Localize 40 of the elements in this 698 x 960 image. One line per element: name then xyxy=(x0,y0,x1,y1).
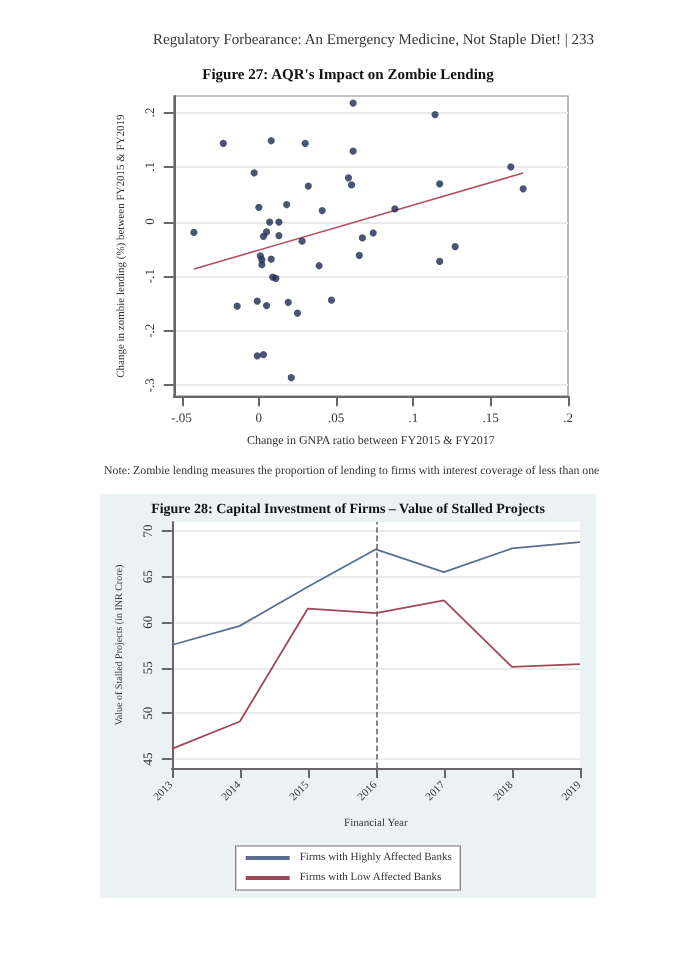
point xyxy=(287,374,295,382)
point xyxy=(190,228,198,237)
point xyxy=(355,251,363,259)
point xyxy=(275,218,283,226)
point xyxy=(262,302,271,310)
point xyxy=(507,163,515,171)
line-series xyxy=(170,599,581,750)
point xyxy=(431,110,439,119)
point xyxy=(298,237,306,245)
point xyxy=(391,205,399,213)
point xyxy=(259,351,268,359)
point xyxy=(275,232,283,240)
point xyxy=(327,296,336,304)
point xyxy=(369,229,377,237)
point xyxy=(349,147,357,155)
point xyxy=(347,181,356,189)
point xyxy=(436,180,444,188)
point xyxy=(258,261,266,269)
point xyxy=(219,139,227,148)
point xyxy=(315,262,323,270)
point xyxy=(301,139,309,148)
point xyxy=(344,174,353,182)
point xyxy=(253,297,261,305)
point xyxy=(358,234,366,242)
point xyxy=(255,203,263,211)
point xyxy=(267,255,275,263)
point xyxy=(266,218,274,226)
point xyxy=(233,302,241,310)
point xyxy=(283,201,291,209)
point xyxy=(318,207,326,215)
point xyxy=(267,137,275,145)
point xyxy=(349,99,357,107)
point xyxy=(293,309,302,317)
point xyxy=(451,243,459,251)
point xyxy=(304,182,312,190)
point xyxy=(250,169,258,177)
point xyxy=(519,185,527,193)
line-series xyxy=(170,541,581,646)
point xyxy=(284,298,292,306)
point xyxy=(436,257,444,265)
